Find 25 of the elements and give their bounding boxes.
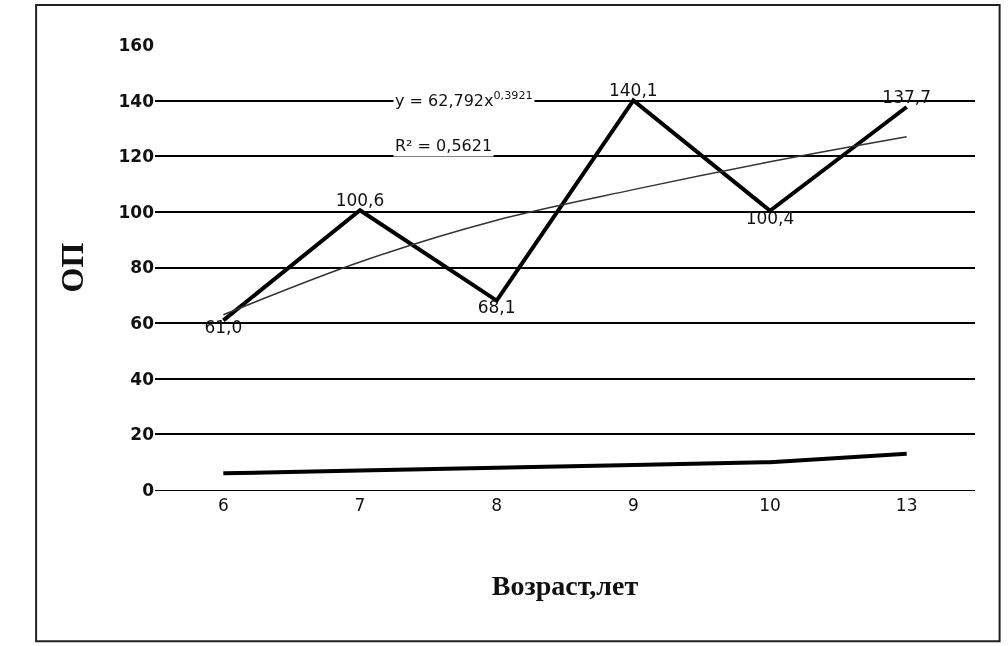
x-tick-label: 10 <box>759 495 781 516</box>
y-tick-label: 40 <box>130 368 155 389</box>
line-series <box>222 136 908 316</box>
data-label: 68,1 <box>477 297 516 318</box>
y-tick-label: 120 <box>118 146 155 167</box>
y-tick-label: 0 <box>142 479 155 500</box>
y-tick-label: 160 <box>118 34 155 55</box>
y-tick-label: 60 <box>130 313 155 334</box>
y-tick-label: 140 <box>118 90 155 111</box>
data-label: 100,6 <box>335 189 385 210</box>
y-axis-title: ОП <box>53 242 90 293</box>
x-tick-label: 8 <box>491 495 503 516</box>
annotation: R² = 0,5621 <box>395 136 493 155</box>
y-tick-label: 100 <box>118 201 155 222</box>
x-tick-label: 9 <box>627 495 639 516</box>
data-label: 100,4 <box>745 207 795 228</box>
data-label: 140,1 <box>608 80 658 101</box>
line-series <box>221 451 909 476</box>
x-axis-title: Возраст,лет <box>491 569 639 601</box>
annotation: y = 62,792x$^{0,3921}$ <box>395 89 533 110</box>
x-tick-label: 13 <box>895 495 918 516</box>
x-tick-label: 7 <box>354 495 366 516</box>
x-tick-label: 6 <box>217 495 229 516</box>
y-tick-label: 80 <box>130 257 155 278</box>
y-tick-label: 20 <box>130 424 155 445</box>
